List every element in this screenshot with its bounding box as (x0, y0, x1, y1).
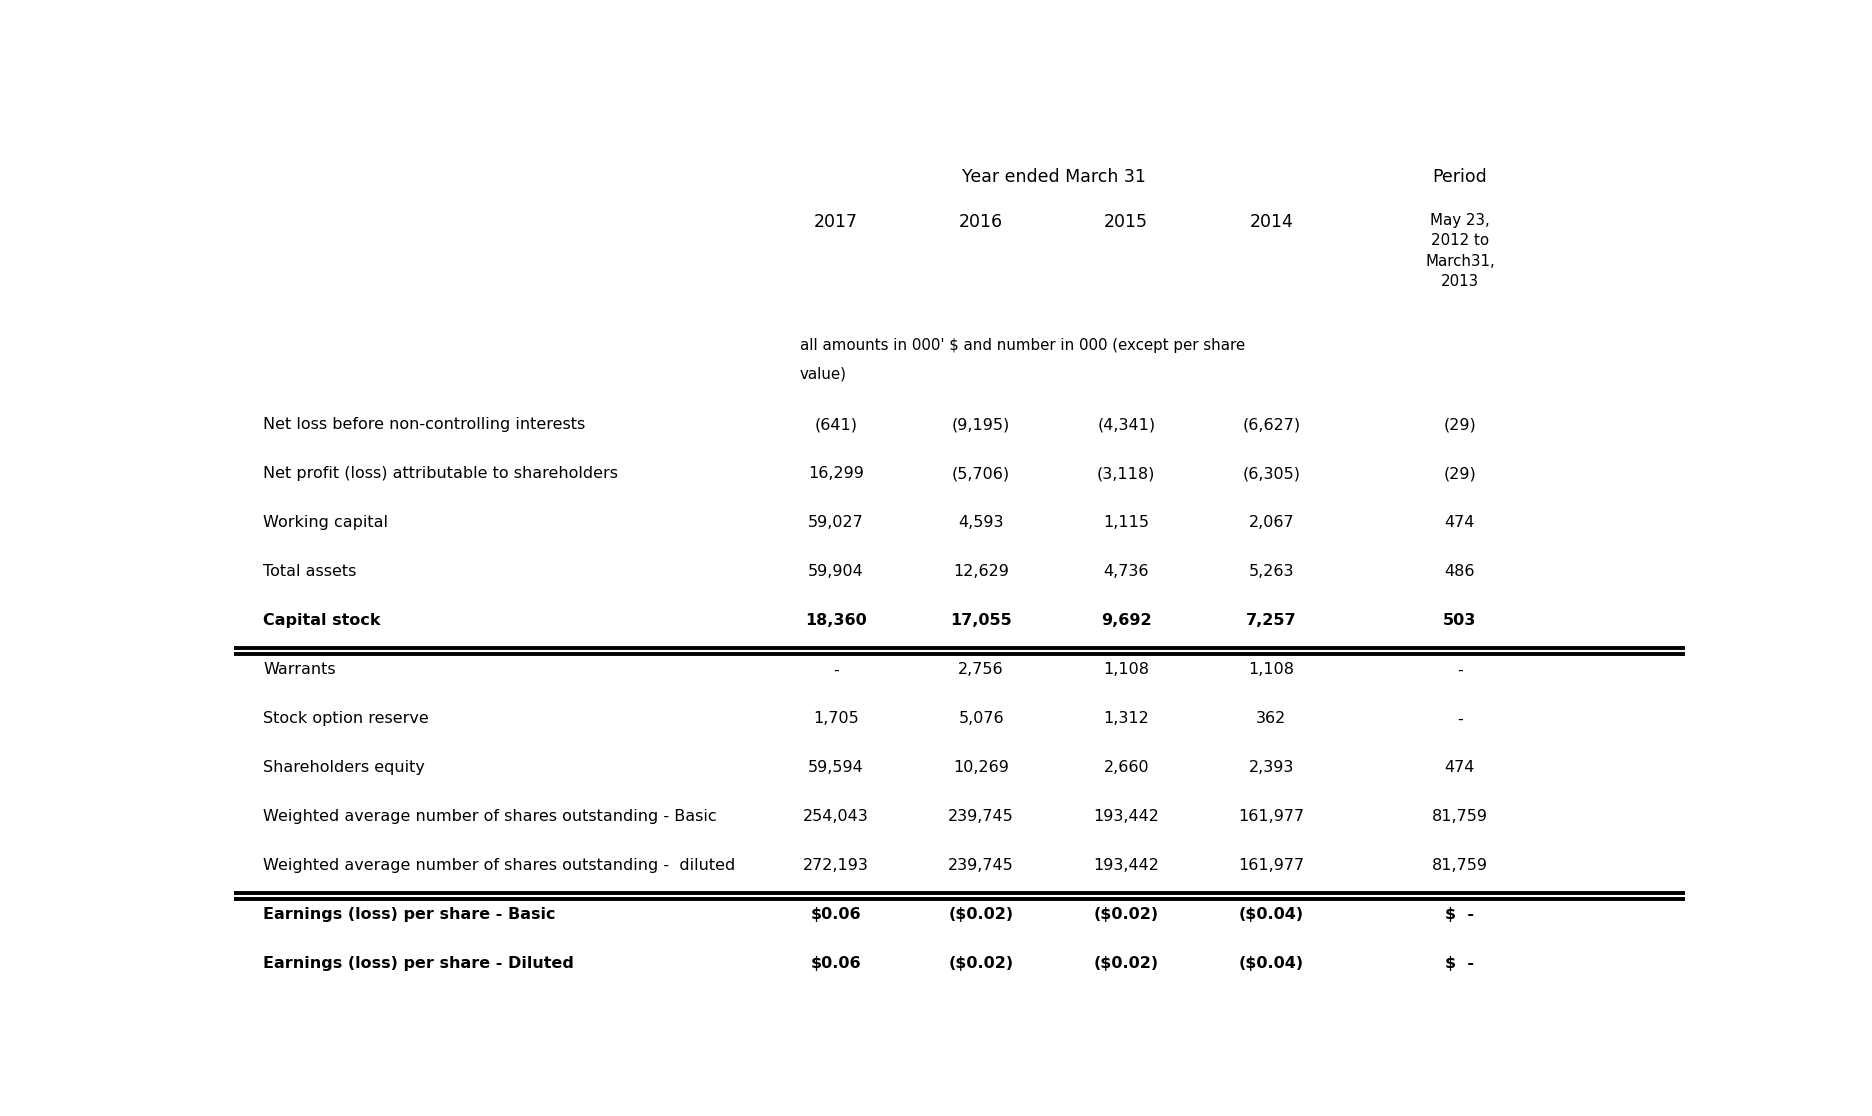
Text: 193,442: 193,442 (1093, 809, 1159, 825)
Text: -: - (833, 663, 839, 677)
Text: 59,904: 59,904 (809, 565, 865, 579)
Text: Net profit (loss) attributable to shareholders: Net profit (loss) attributable to shareh… (262, 466, 618, 481)
Text: 17,055: 17,055 (951, 614, 1013, 628)
Text: 2014: 2014 (1249, 213, 1294, 231)
Text: 18,360: 18,360 (805, 614, 867, 628)
Text: 59,594: 59,594 (809, 760, 865, 776)
Text: 474: 474 (1445, 516, 1475, 530)
Text: -: - (1456, 711, 1462, 727)
Text: 239,745: 239,745 (949, 809, 1015, 825)
Text: (29): (29) (1443, 466, 1477, 481)
Text: value): value) (799, 367, 846, 382)
Text: 59,027: 59,027 (809, 516, 865, 530)
Text: (641): (641) (814, 417, 857, 433)
Text: 7,257: 7,257 (1247, 614, 1297, 628)
Text: (29): (29) (1443, 417, 1477, 433)
Text: -: - (1456, 663, 1462, 677)
Text: 486: 486 (1445, 565, 1475, 579)
Text: Year ended March 31: Year ended March 31 (962, 169, 1146, 186)
Text: Net loss before non-controlling interests: Net loss before non-controlling interest… (262, 417, 586, 433)
Text: 12,629: 12,629 (953, 565, 1009, 579)
Text: $  -: $ - (1445, 907, 1475, 922)
Text: 1,705: 1,705 (812, 711, 859, 727)
Text: 1,115: 1,115 (1103, 516, 1149, 530)
Text: 272,193: 272,193 (803, 858, 869, 874)
Text: 1,108: 1,108 (1249, 663, 1294, 677)
Text: 4,593: 4,593 (958, 516, 1003, 530)
Text: 1,312: 1,312 (1103, 711, 1149, 727)
Text: 1,108: 1,108 (1103, 663, 1149, 677)
Text: ($0.04): ($0.04) (1239, 907, 1305, 922)
Text: 2,393: 2,393 (1249, 760, 1294, 776)
Text: 2,660: 2,660 (1103, 760, 1149, 776)
Text: $0.06: $0.06 (811, 907, 861, 922)
Text: Stock option reserve: Stock option reserve (262, 711, 429, 727)
Text: 5,263: 5,263 (1249, 565, 1294, 579)
Text: Weighted average number of shares outstanding - Basic: Weighted average number of shares outsta… (262, 809, 717, 825)
Text: Total assets: Total assets (262, 565, 356, 579)
Text: 362: 362 (1256, 711, 1286, 727)
Text: 2016: 2016 (958, 213, 1003, 231)
Text: (5,706): (5,706) (953, 466, 1011, 481)
Text: (9,195): (9,195) (953, 417, 1011, 433)
Text: 16,299: 16,299 (809, 466, 865, 481)
Text: 2017: 2017 (814, 213, 857, 231)
Text: (6,627): (6,627) (1243, 417, 1301, 433)
Text: (3,118): (3,118) (1097, 466, 1155, 481)
Text: Shareholders equity: Shareholders equity (262, 760, 425, 776)
Text: 161,977: 161,977 (1237, 809, 1305, 825)
Text: 2015: 2015 (1104, 213, 1148, 231)
Text: (6,305): (6,305) (1243, 466, 1301, 481)
Text: Period: Period (1432, 169, 1486, 186)
Text: 254,043: 254,043 (803, 809, 869, 825)
Text: 161,977: 161,977 (1237, 858, 1305, 874)
Text: Weighted average number of shares outstanding -  diluted: Weighted average number of shares outsta… (262, 858, 736, 874)
Text: Working capital: Working capital (262, 516, 388, 530)
Text: 5,076: 5,076 (958, 711, 1003, 727)
Text: $0.06: $0.06 (811, 956, 861, 971)
Text: 193,442: 193,442 (1093, 858, 1159, 874)
Text: Capital stock: Capital stock (262, 614, 380, 628)
Text: all amounts in 000' $ and number in 000 (except per share: all amounts in 000' $ and number in 000 … (799, 338, 1245, 354)
Text: Earnings (loss) per share - Diluted: Earnings (loss) per share - Diluted (262, 956, 575, 971)
Text: 10,269: 10,269 (953, 760, 1009, 776)
Text: 9,692: 9,692 (1101, 614, 1151, 628)
Text: $  -: $ - (1445, 956, 1475, 971)
Text: ($0.02): ($0.02) (949, 907, 1015, 922)
Text: Warrants: Warrants (262, 663, 335, 677)
Text: 4,736: 4,736 (1103, 565, 1149, 579)
Text: 81,759: 81,759 (1432, 809, 1488, 825)
Text: 2,067: 2,067 (1249, 516, 1294, 530)
Text: Earnings (loss) per share - Basic: Earnings (loss) per share - Basic (262, 907, 556, 922)
Text: May 23,
2012 to
March31,
2013: May 23, 2012 to March31, 2013 (1425, 213, 1496, 289)
Text: ($0.02): ($0.02) (1093, 956, 1159, 971)
Text: 503: 503 (1443, 614, 1477, 628)
Text: 239,745: 239,745 (949, 858, 1015, 874)
Text: 81,759: 81,759 (1432, 858, 1488, 874)
Text: 2,756: 2,756 (958, 663, 1003, 677)
Text: (4,341): (4,341) (1097, 417, 1155, 433)
Text: ($0.02): ($0.02) (1093, 907, 1159, 922)
Text: ($0.04): ($0.04) (1239, 956, 1305, 971)
Text: ($0.02): ($0.02) (949, 956, 1015, 971)
Text: 474: 474 (1445, 760, 1475, 776)
